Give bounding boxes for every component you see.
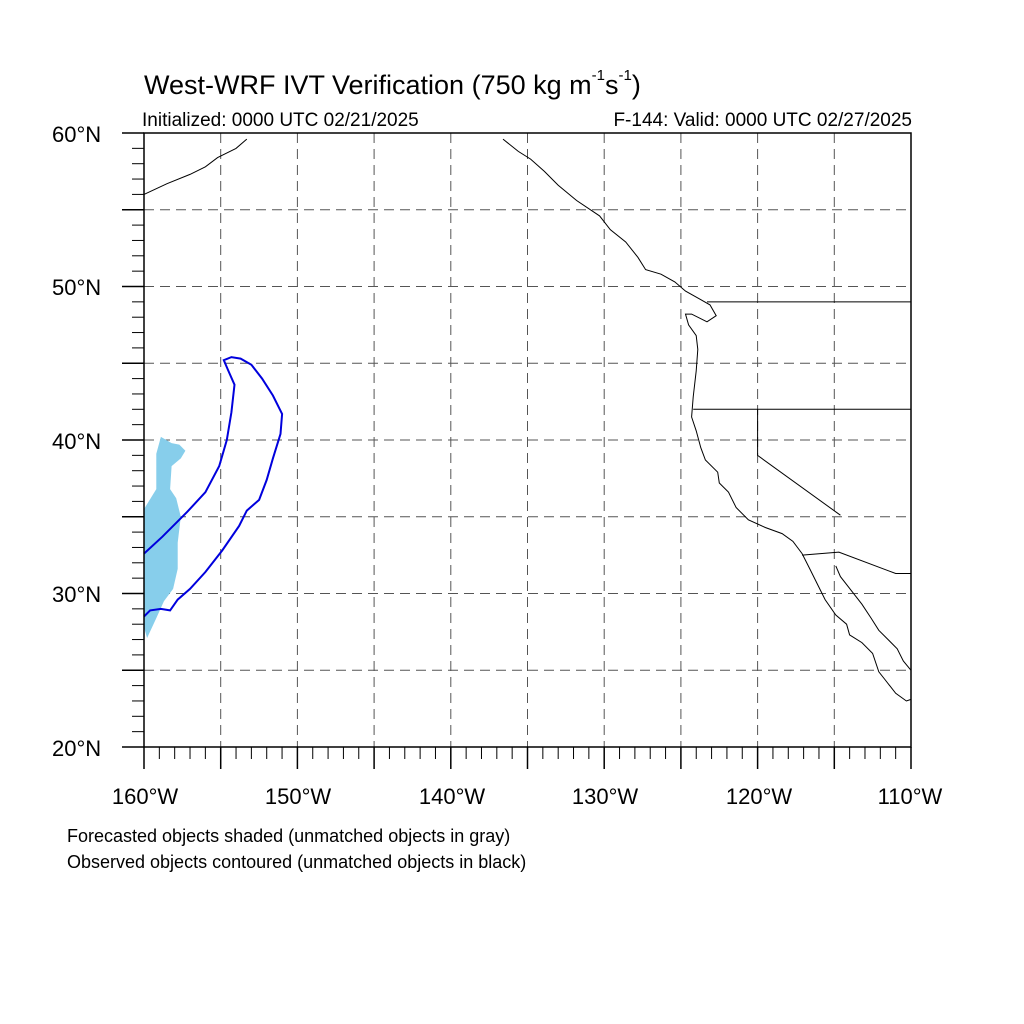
lon-label-130w: 130°W (571, 784, 639, 809)
lat-label-50: 50°N (52, 275, 102, 300)
observed-object-contour (143, 356, 284, 618)
lon-label-140w: 140°W (418, 784, 486, 809)
forecast-note: Forecasted objects shaded (unmatched obj… (67, 826, 511, 846)
state-border (757, 409, 841, 516)
coastline (502, 138, 912, 702)
lat-label-40: 40°N (52, 429, 102, 454)
lon-label-150w: 150°W (264, 784, 332, 809)
valid-label: F-144: Valid: 0000 UTC 02/27/2025 (613, 110, 912, 131)
chart-title: West-WRF IVT Verification (750 kg m-1s-1… (144, 67, 641, 100)
geography-lines (143, 138, 912, 702)
us-mexico-border (802, 551, 911, 574)
alaska-coastline (143, 138, 248, 195)
lat-label-60: 60°N (52, 122, 102, 147)
lon-label-120w: 120°W (725, 784, 793, 809)
forecast-object (144, 436, 186, 638)
lat-lon-grid (144, 133, 911, 747)
observed-note: Observed objects contoured (unmatched ob… (67, 852, 527, 872)
axis-ticks (122, 132, 912, 769)
lon-label-160w: 160°W (111, 784, 179, 809)
gulf-coastline (835, 565, 912, 671)
lat-label-20: 20°N (52, 736, 102, 761)
lon-label-110w: 110°W (877, 784, 943, 809)
initialized-label: Initialized: 0000 UTC 02/21/2025 (142, 110, 419, 131)
lat-label-30: 30°N (52, 582, 102, 607)
map-frame (143, 132, 912, 748)
